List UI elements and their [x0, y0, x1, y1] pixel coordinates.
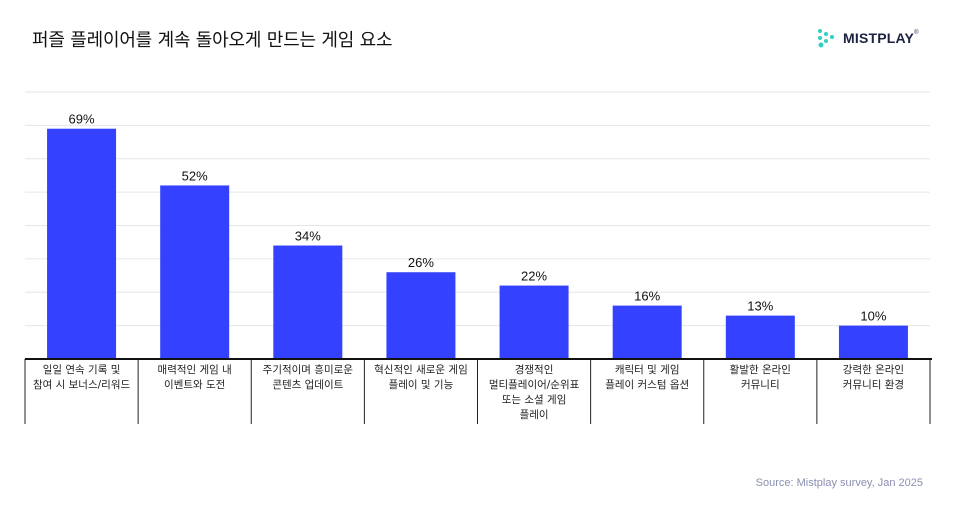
bar — [499, 285, 569, 359]
category-label-line: 커뮤니티 — [741, 379, 780, 391]
data-label: 69% — [69, 112, 95, 127]
bar — [160, 185, 230, 359]
bar — [612, 305, 682, 359]
category-label-line: 멀티플레이어/순위표 — [489, 378, 580, 391]
category-label-line: 경쟁적인 — [515, 363, 554, 376]
category-label-line: 활발한 온라인 — [730, 363, 791, 376]
data-label: 34% — [295, 229, 321, 244]
category-label-line: 일일 연속 기록 및 — [43, 363, 121, 376]
category-label-line: 주기적이며 흥미로운 — [263, 363, 354, 376]
category-label-line: 참여 시 보너스/리워드 — [33, 378, 130, 391]
data-label: 16% — [634, 289, 660, 304]
category-label-line: 혁신적인 새로운 게임 — [374, 363, 468, 376]
page-title: 퍼즐 플레이어를 계속 돌아오게 만드는 게임 요소 — [32, 30, 393, 51]
category-label-line: 커뮤니티 환경 — [843, 378, 904, 391]
category-label-line: 플레이 및 기능 — [389, 379, 454, 391]
bar — [725, 315, 795, 359]
data-label: 13% — [747, 299, 773, 314]
category-label-line: 또는 소셜 게임 — [502, 393, 567, 406]
category-label-line: 강력한 온라인 — [843, 364, 904, 376]
dots-logo-icon — [818, 29, 834, 48]
bar — [386, 272, 456, 359]
data-label: 22% — [521, 269, 547, 284]
category-label-line: 이벤트와 도전 — [164, 379, 225, 391]
category-label-line: 플레이 — [520, 409, 549, 421]
category-label-line: 콘텐츠 업데이트 — [272, 378, 343, 391]
category-label-line: 매력적인 게임 내 — [158, 363, 232, 376]
bar — [838, 325, 908, 359]
category-label-line: 플레이 커스텀 옵션 — [605, 379, 689, 391]
data-label: 10% — [860, 309, 886, 324]
bar — [273, 245, 343, 359]
source-note: Source: Mistplay survey, Jan 2025 — [755, 477, 923, 489]
data-label: 26% — [408, 255, 434, 270]
data-label: 52% — [182, 168, 208, 183]
category-label-line: 캐릭터 및 게임 — [615, 363, 680, 376]
brand-name: MISTPLAY® — [843, 30, 919, 46]
bar — [47, 128, 117, 359]
brand-logo: MISTPLAY® — [817, 28, 919, 48]
